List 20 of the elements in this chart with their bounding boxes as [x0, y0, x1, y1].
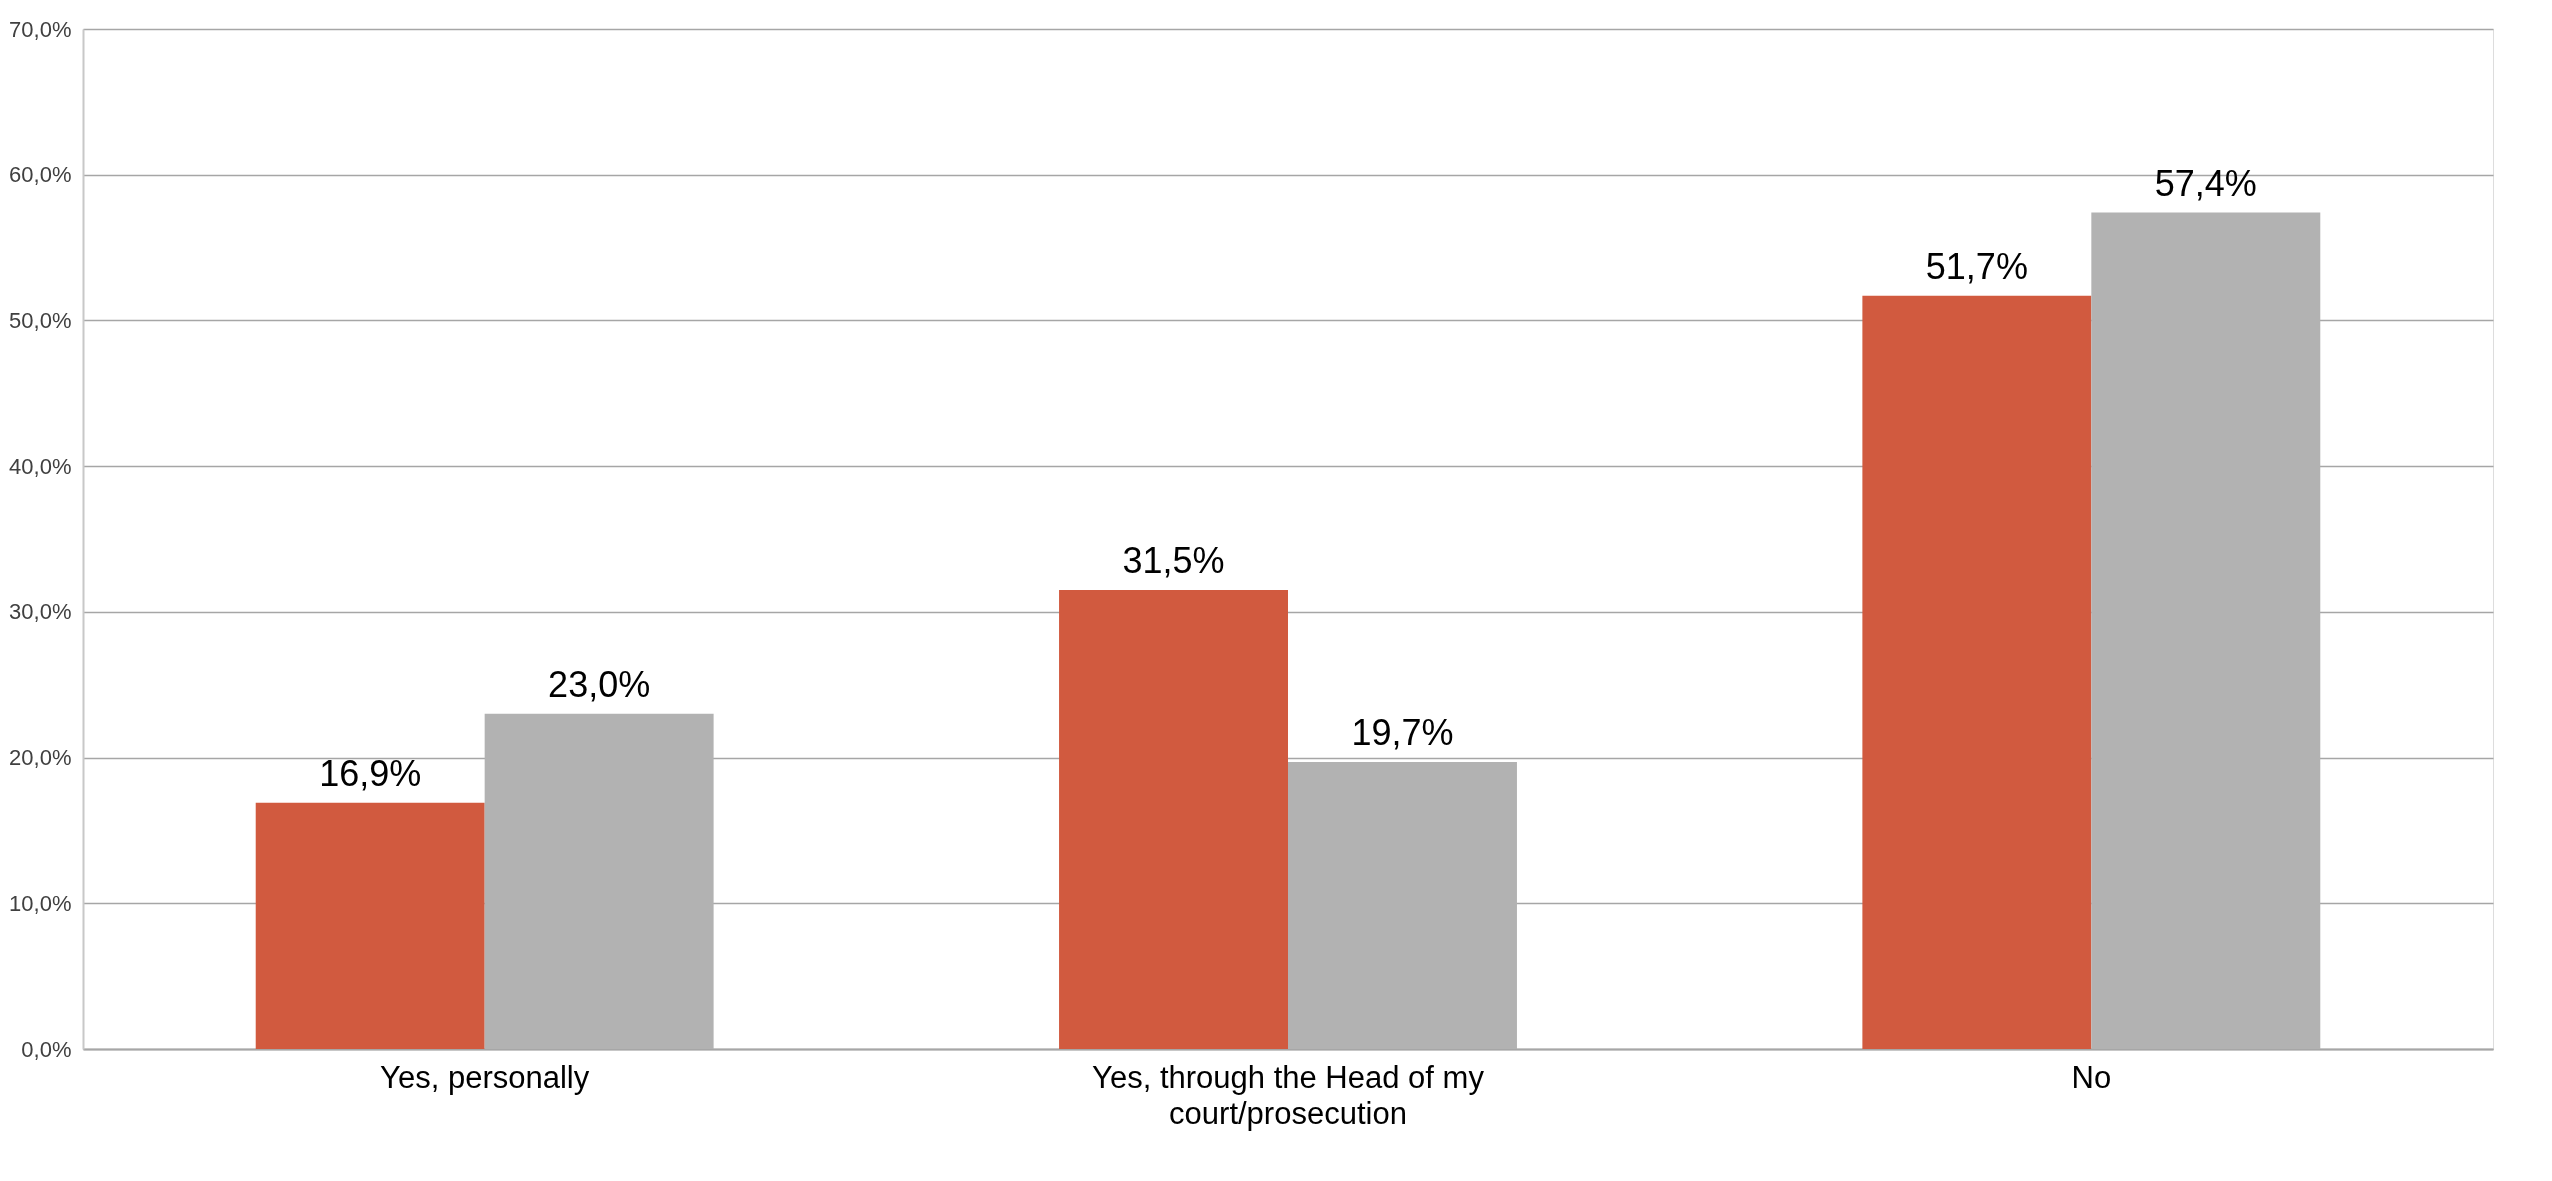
x-tick-label: Yes, through the Head of my court/prosecution	[1092, 1059, 1485, 1131]
data-label: 16,9%	[319, 752, 422, 794]
data-label: 51,7%	[1925, 245, 2028, 287]
bar	[1862, 295, 2092, 1049]
x-tick-label: No	[2071, 1059, 2112, 1095]
y-tick-label: 60,0%	[9, 162, 72, 188]
data-label: 31,5%	[1122, 540, 1225, 581]
y-tick-label: 10,0%	[9, 890, 72, 916]
data-label: 23,0%	[548, 663, 651, 705]
y-tick-label: 40,0%	[9, 453, 72, 479]
y-tick-label: 50,0%	[9, 307, 72, 333]
y-tick-label: 0,0%	[21, 1036, 72, 1062]
y-tick-label: 20,0%	[9, 745, 72, 771]
data-label: 19,7%	[1351, 711, 1454, 753]
bar	[255, 802, 485, 1049]
y-tick-label: 30,0%	[9, 599, 72, 625]
x-tick-label: Yes, personally	[380, 1059, 590, 1095]
bar	[1059, 590, 1288, 1049]
data-label: 57,4%	[2154, 162, 2257, 204]
y-tick-label: 70,0%	[9, 16, 72, 42]
